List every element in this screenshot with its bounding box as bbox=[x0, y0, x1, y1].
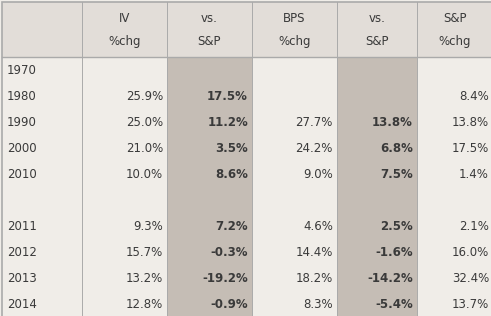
Text: 1990: 1990 bbox=[7, 116, 37, 129]
Text: %chg: %chg bbox=[108, 35, 141, 48]
Text: S&P: S&P bbox=[365, 35, 389, 48]
Text: 9.3%: 9.3% bbox=[133, 220, 163, 233]
Text: -5.4%: -5.4% bbox=[375, 297, 413, 311]
Text: 2000: 2000 bbox=[7, 142, 37, 155]
Text: S&P: S&P bbox=[198, 35, 221, 48]
Text: %chg: %chg bbox=[278, 35, 311, 48]
Text: 1970: 1970 bbox=[7, 64, 37, 76]
Text: 1980: 1980 bbox=[7, 89, 37, 102]
Text: 2010: 2010 bbox=[7, 167, 37, 180]
Text: 10.0%: 10.0% bbox=[126, 167, 163, 180]
Text: 2012: 2012 bbox=[7, 246, 37, 258]
Text: 1.4%: 1.4% bbox=[459, 167, 489, 180]
Text: 2.5%: 2.5% bbox=[380, 220, 413, 233]
Text: -1.6%: -1.6% bbox=[376, 246, 413, 258]
Text: 2011: 2011 bbox=[7, 220, 37, 233]
Text: 13.2%: 13.2% bbox=[126, 271, 163, 284]
Text: 15.7%: 15.7% bbox=[126, 246, 163, 258]
Text: 21.0%: 21.0% bbox=[126, 142, 163, 155]
Text: 8.6%: 8.6% bbox=[215, 167, 248, 180]
Text: 11.2%: 11.2% bbox=[207, 116, 248, 129]
Text: 25.0%: 25.0% bbox=[126, 116, 163, 129]
Text: 14.4%: 14.4% bbox=[296, 246, 333, 258]
Text: -0.3%: -0.3% bbox=[211, 246, 248, 258]
Text: 2013: 2013 bbox=[7, 271, 37, 284]
Text: 13.7%: 13.7% bbox=[452, 297, 489, 311]
Text: BPS: BPS bbox=[283, 12, 306, 25]
Text: vs.: vs. bbox=[201, 12, 218, 25]
Text: 17.5%: 17.5% bbox=[207, 89, 248, 102]
Text: IV: IV bbox=[119, 12, 130, 25]
Text: 25.9%: 25.9% bbox=[126, 89, 163, 102]
Text: -14.2%: -14.2% bbox=[367, 271, 413, 284]
Text: 8.4%: 8.4% bbox=[459, 89, 489, 102]
Text: 4.6%: 4.6% bbox=[303, 220, 333, 233]
Text: 3.5%: 3.5% bbox=[215, 142, 248, 155]
Text: 12.8%: 12.8% bbox=[126, 297, 163, 311]
Text: 8.3%: 8.3% bbox=[303, 297, 333, 311]
Text: -19.2%: -19.2% bbox=[202, 271, 248, 284]
Text: 13.8%: 13.8% bbox=[372, 116, 413, 129]
Text: 13.8%: 13.8% bbox=[452, 116, 489, 129]
Text: 27.7%: 27.7% bbox=[296, 116, 333, 129]
Text: 7.5%: 7.5% bbox=[380, 167, 413, 180]
Text: 18.2%: 18.2% bbox=[296, 271, 333, 284]
Text: 16.0%: 16.0% bbox=[452, 246, 489, 258]
Bar bbox=[167, 2, 252, 316]
Text: 9.0%: 9.0% bbox=[303, 167, 333, 180]
Text: 32.4%: 32.4% bbox=[452, 271, 489, 284]
Text: vs.: vs. bbox=[369, 12, 385, 25]
Text: -0.9%: -0.9% bbox=[210, 297, 248, 311]
Text: 2014: 2014 bbox=[7, 297, 37, 311]
Text: 6.8%: 6.8% bbox=[380, 142, 413, 155]
Text: S&P: S&P bbox=[443, 12, 467, 25]
Text: 2.1%: 2.1% bbox=[459, 220, 489, 233]
Bar bbox=[337, 2, 417, 316]
Text: 7.2%: 7.2% bbox=[216, 220, 248, 233]
Text: 24.2%: 24.2% bbox=[296, 142, 333, 155]
Text: %chg: %chg bbox=[439, 35, 471, 48]
Bar bbox=[2, 2, 491, 57]
Text: 17.5%: 17.5% bbox=[452, 142, 489, 155]
